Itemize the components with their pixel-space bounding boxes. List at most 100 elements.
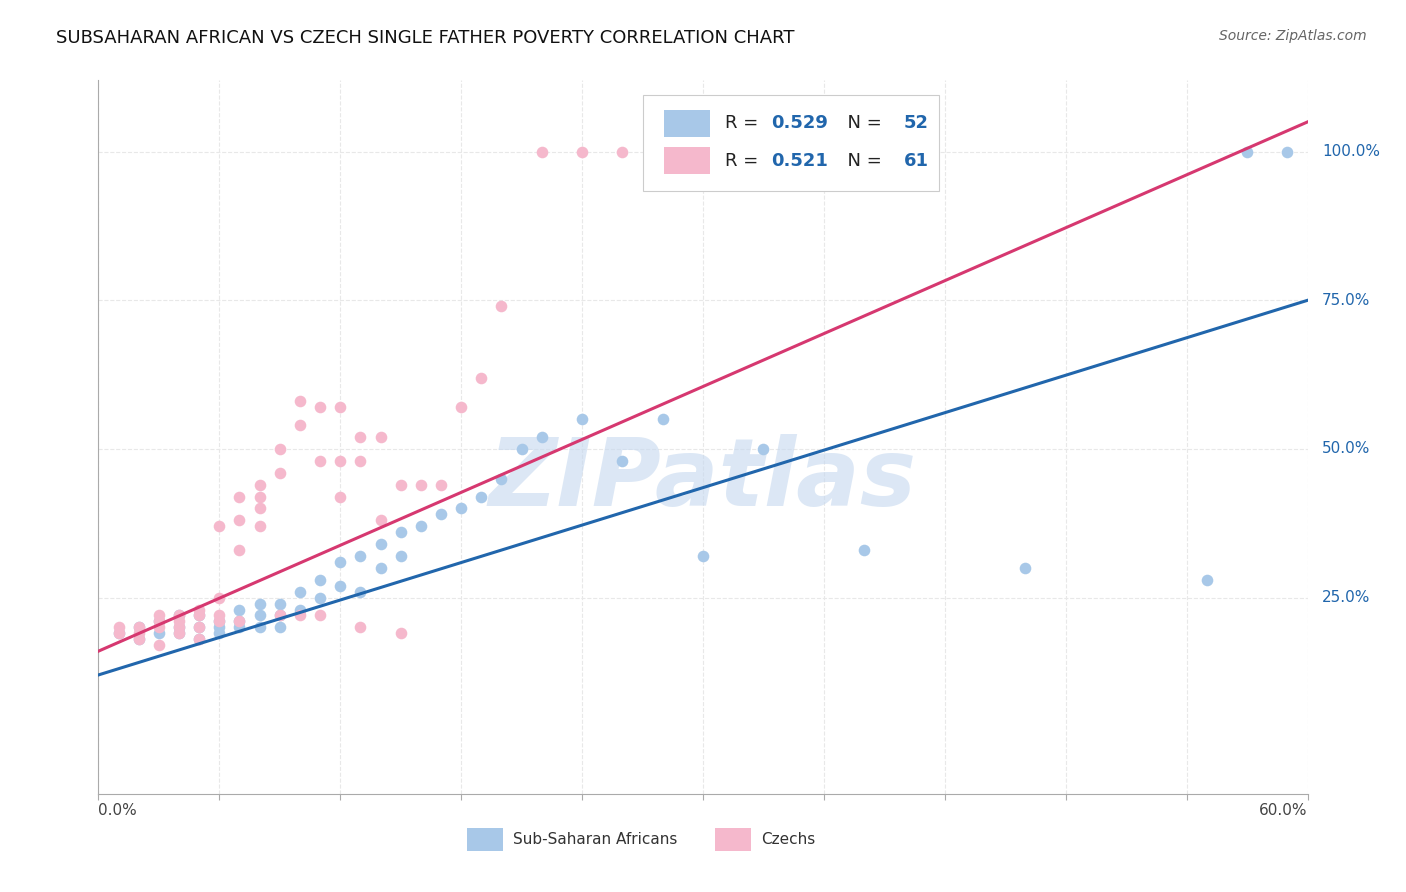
Point (107, 620, 129, 634)
Point (167, 615, 190, 629)
Point (370, 537, 392, 551)
Point (228, 513, 250, 527)
Point (813, 145, 835, 159)
Point (269, 466, 291, 480)
Point (107, 626, 129, 640)
Point (228, 615, 250, 629)
Point (269, 597, 291, 611)
Point (389, 626, 412, 640)
Point (148, 620, 170, 634)
Point (167, 608, 190, 623)
Point (288, 584, 311, 599)
Point (370, 430, 392, 444)
Point (389, 477, 412, 491)
Point (329, 579, 352, 593)
Point (370, 513, 392, 527)
Point (430, 508, 453, 522)
Point (228, 490, 250, 504)
Point (329, 555, 352, 569)
Point (188, 620, 211, 634)
Point (188, 620, 211, 634)
Text: R =: R = (724, 114, 763, 132)
Point (188, 632, 211, 647)
Point (389, 549, 412, 563)
Point (329, 401, 352, 415)
FancyBboxPatch shape (643, 95, 939, 191)
Point (309, 608, 332, 623)
Point (228, 620, 250, 634)
Point (167, 620, 190, 634)
Text: 50.0%: 50.0% (1322, 442, 1371, 457)
Point (167, 608, 190, 623)
Point (188, 608, 211, 623)
Point (470, 370, 492, 384)
Point (269, 608, 291, 623)
Point (1236, 145, 1258, 159)
Text: 52: 52 (904, 114, 929, 132)
Text: 0.529: 0.529 (770, 114, 828, 132)
Point (530, 145, 553, 159)
Text: 75.0%: 75.0% (1322, 293, 1371, 308)
Point (208, 615, 231, 629)
Point (208, 615, 231, 629)
FancyBboxPatch shape (716, 828, 751, 851)
Point (208, 608, 231, 623)
Point (491, 299, 513, 313)
Point (349, 620, 371, 634)
Point (309, 454, 332, 468)
Text: SUBSAHARAN AFRICAN VS CZECH SINGLE FATHER POVERTY CORRELATION CHART: SUBSAHARAN AFRICAN VS CZECH SINGLE FATHE… (56, 29, 794, 46)
Point (148, 615, 170, 629)
Point (249, 519, 271, 533)
Point (107, 626, 129, 640)
Text: Sub-Saharan Africans: Sub-Saharan Africans (513, 832, 678, 847)
Point (167, 626, 190, 640)
Point (450, 501, 472, 516)
Point (128, 620, 150, 634)
Point (269, 608, 291, 623)
Text: R =: R = (724, 152, 763, 169)
Point (370, 561, 392, 575)
Text: 0.521: 0.521 (770, 152, 828, 169)
Text: N =: N = (837, 152, 887, 169)
Text: Source: ZipAtlas.com: Source: ZipAtlas.com (1219, 29, 1367, 43)
Point (288, 418, 311, 433)
Point (612, 454, 634, 468)
Point (409, 477, 432, 491)
Point (491, 472, 513, 486)
Point (188, 608, 211, 623)
Point (288, 602, 311, 616)
Point (128, 620, 150, 634)
Text: 25.0%: 25.0% (1322, 591, 1371, 605)
Point (853, 543, 876, 558)
Point (692, 145, 714, 159)
Point (128, 632, 150, 647)
FancyBboxPatch shape (664, 147, 710, 175)
Point (309, 401, 332, 415)
Point (249, 477, 271, 491)
Point (249, 597, 271, 611)
Point (651, 412, 673, 426)
Point (510, 442, 533, 456)
Point (571, 145, 593, 159)
Point (208, 626, 231, 640)
Point (128, 626, 150, 640)
Point (349, 549, 371, 563)
Point (1014, 561, 1036, 575)
Point (450, 401, 472, 415)
Text: 0.0%: 0.0% (98, 803, 138, 818)
Point (752, 145, 775, 159)
Point (188, 632, 211, 647)
Text: 100.0%: 100.0% (1322, 145, 1381, 159)
Text: Czechs: Czechs (761, 832, 815, 847)
Point (329, 454, 352, 468)
Point (651, 145, 673, 159)
Point (288, 608, 311, 623)
Point (1277, 145, 1299, 159)
Point (148, 626, 170, 640)
Point (249, 501, 271, 516)
Point (249, 620, 271, 634)
Text: 60.0%: 60.0% (1260, 803, 1308, 818)
Point (409, 519, 432, 533)
Point (288, 394, 311, 409)
Text: N =: N = (837, 114, 887, 132)
